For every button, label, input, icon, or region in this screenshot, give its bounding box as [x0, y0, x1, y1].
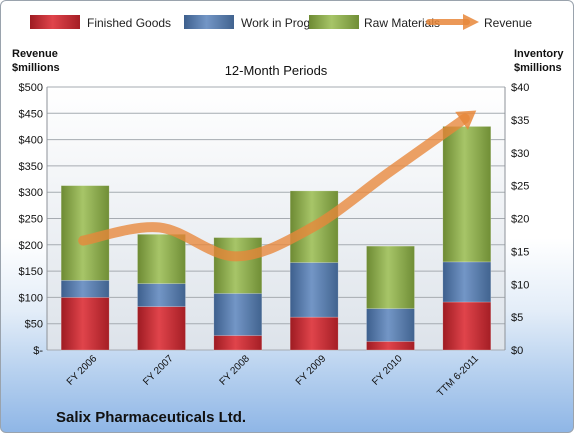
- left-tick-label: $400: [19, 135, 43, 147]
- right-tick-label: $5: [511, 312, 523, 324]
- legend-item-revenue: Revenue: [426, 14, 532, 30]
- bar-raw-materials-fy-2008: [213, 237, 263, 294]
- revenue-line-layer: [78, 110, 477, 262]
- left-tick-label: $350: [19, 161, 43, 173]
- right-tick-label: $20: [511, 214, 529, 226]
- bar-work-in-progress-fy-2007: [137, 283, 186, 307]
- category-labels: FY 2006 FY 2007 FY 2008 FY 2009 FY 2010 TTM 6…: [65, 353, 481, 399]
- legend-swatch-work-in-progress: [184, 15, 234, 29]
- left-tick-label: $200: [19, 240, 43, 252]
- legend-item-finished-goods: Finished Goods: [30, 15, 171, 30]
- left-tick-label: $100: [19, 292, 43, 304]
- legend-label-revenue: Revenue: [484, 16, 532, 30]
- bar-work-in-progress-fy-2008: [213, 293, 263, 336]
- left-tick-label: $500: [19, 82, 43, 94]
- left-tick-label: $50: [25, 319, 43, 331]
- right-axis-ticks: $0 $5 $10 $15 $20 $25 $30 $35 $40: [511, 82, 529, 357]
- bar-raw-materials-fy-2010: [366, 245, 415, 309]
- bar-work-in-progress-fy-2009: [289, 262, 339, 318]
- company-name: Salix Pharmaceuticals Ltd.: [56, 409, 246, 426]
- bars-layer: [60, 126, 492, 351]
- bar-work-in-progress-fy-2010: [366, 308, 415, 342]
- bar-finished-goods-ttm-6-2011: [442, 301, 492, 351]
- bar-finished-goods-fy-2008: [213, 335, 263, 351]
- left-tick-label: $-: [33, 345, 43, 357]
- revenue-line: [78, 113, 470, 262]
- right-tick-label: $35: [511, 115, 529, 127]
- bar-raw-materials-fy-2007: [137, 233, 186, 284]
- bar-finished-goods-fy-2009: [289, 316, 339, 351]
- category-label-fy-2006: FY 2006: [65, 353, 100, 388]
- category-label-fy-2008: FY 2008: [218, 353, 253, 388]
- legend-item-raw-materials: Raw Materials: [309, 15, 440, 30]
- bar-finished-goods-fy-2010: [366, 341, 415, 351]
- bar-work-in-progress-ttm-6-2011: [442, 261, 492, 303]
- bar-finished-goods-fy-2006: [60, 297, 110, 351]
- category-label-fy-2010: FY 2010: [370, 353, 405, 388]
- left-axis-ticks: $- $50 $100 $150 $200 $250 $300 $350 $400 $450 $50…: [19, 82, 44, 357]
- category-label-ttm-6-2011: TTM 6-2011: [435, 353, 481, 399]
- right-tick-label: $40: [511, 82, 529, 94]
- left-axis-title-line-2: $millions: [12, 62, 60, 74]
- category-label-fy-2009: FY 2009: [294, 353, 329, 388]
- legend-swatch-raw-materials: [309, 15, 359, 29]
- right-axis-title-line-2: $millions: [514, 62, 562, 74]
- legend-swatch-revenue-arrowhead: [463, 14, 479, 30]
- category-label-fy-2007: FY 2007: [141, 353, 176, 388]
- legend-label-raw-materials: Raw Materials: [364, 16, 440, 30]
- left-tick-label: $450: [19, 108, 43, 120]
- bar-raw-materials-ttm-6-2011: [442, 126, 492, 263]
- right-axis-title-line-1: Inventory: [514, 48, 564, 60]
- left-tick-label: $250: [19, 214, 43, 226]
- left-tick-label: $150: [19, 266, 43, 278]
- legend-label-finished-goods: Finished Goods: [87, 16, 171, 30]
- revenue-arrowhead: [455, 110, 477, 130]
- right-tick-label: $30: [511, 148, 529, 160]
- right-tick-label: $10: [511, 279, 529, 291]
- left-tick-label: $300: [19, 187, 43, 199]
- chart-subtitle: 12-Month Periods: [225, 63, 328, 78]
- legend-swatch-finished-goods: [30, 15, 80, 29]
- right-tick-label: $15: [511, 246, 529, 258]
- legend: Finished Goods Work in Progress Raw Mate…: [30, 14, 532, 30]
- right-tick-label: $25: [511, 181, 529, 193]
- right-tick-label: $0: [511, 345, 523, 357]
- bar-work-in-progress-fy-2006: [60, 280, 110, 298]
- bar-finished-goods-fy-2007: [137, 306, 186, 351]
- left-axis-title-line-1: Revenue: [12, 48, 58, 60]
